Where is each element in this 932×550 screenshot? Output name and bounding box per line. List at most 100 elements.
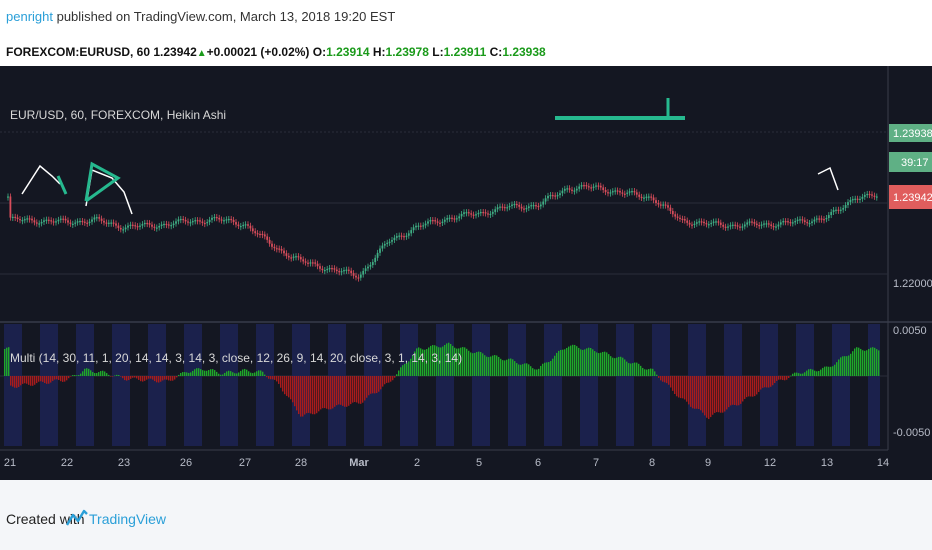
candle-body	[501, 206, 504, 208]
histogram-bar	[132, 376, 134, 378]
candle-body	[201, 221, 204, 223]
histogram-bar	[444, 344, 446, 376]
histogram-bar	[766, 376, 768, 388]
candle-body	[580, 185, 583, 187]
signal-band	[846, 324, 848, 446]
histogram-bar	[42, 376, 44, 382]
signal-band	[440, 324, 442, 446]
histogram-bar	[176, 376, 178, 378]
candle-body	[847, 202, 849, 206]
histogram-bar	[548, 362, 550, 376]
candle-body	[26, 218, 29, 220]
histogram-bar	[588, 347, 590, 376]
signal-band	[444, 324, 446, 446]
signal-band	[120, 324, 122, 446]
histogram-bar	[182, 372, 184, 376]
trendline-drawing[interactable]	[84, 161, 121, 203]
histogram-bar	[306, 376, 308, 414]
histogram-bar	[582, 349, 584, 376]
author-link[interactable]: penright	[6, 9, 53, 24]
signal-band	[408, 324, 410, 446]
candle-body	[703, 221, 705, 224]
candle-body	[799, 219, 801, 221]
candle-body	[434, 220, 437, 222]
histogram-bar	[78, 374, 80, 376]
candle-body	[379, 248, 381, 253]
signal-band	[626, 324, 628, 446]
candle-body	[650, 196, 653, 198]
chart-canvas[interactable]: EUR/USD, 60, FOREXCOM, Heikin Ashi Multi…	[0, 66, 932, 480]
signal-band	[128, 324, 130, 446]
histogram-bar	[742, 376, 744, 402]
chart-area[interactable]: EUR/USD, 60, FOREXCOM, Heikin Ashi Multi…	[0, 66, 932, 480]
histogram-bar	[574, 344, 576, 376]
histogram-bar	[782, 376, 784, 381]
candle-body	[55, 221, 57, 223]
signal-band	[488, 324, 490, 446]
candle-body	[62, 218, 65, 220]
candle-body	[568, 188, 571, 190]
candle-body	[203, 222, 206, 225]
histogram-bar	[844, 356, 846, 376]
candle-body	[419, 225, 422, 227]
candle-body	[583, 185, 585, 187]
candle-body	[470, 213, 473, 215]
histogram-bar	[90, 370, 92, 376]
candle-body	[830, 211, 833, 216]
histogram-bar	[664, 376, 666, 383]
histogram-bar	[814, 370, 816, 376]
candle-body	[251, 228, 254, 232]
tradingview-brand[interactable]: TradingView	[89, 511, 167, 527]
candle-body	[395, 236, 398, 238]
signal-band	[124, 324, 126, 446]
trendline-drawing[interactable]	[56, 175, 68, 195]
histogram-bar	[156, 376, 158, 383]
histogram-bar	[472, 353, 474, 376]
histogram-bar	[862, 350, 864, 376]
histogram-bar	[684, 376, 686, 400]
histogram-bar	[568, 346, 570, 376]
candle-body	[14, 216, 17, 219]
candle-body	[40, 221, 43, 224]
candle-body	[331, 268, 333, 270]
candle-body	[595, 185, 597, 187]
histogram-bar	[868, 348, 870, 376]
histogram-bar	[108, 374, 110, 376]
candle-body	[823, 219, 825, 221]
histogram-bar	[24, 376, 26, 384]
up-arrow-icon: ▲	[196, 48, 207, 59]
candle-body	[448, 217, 451, 219]
histogram-bar	[638, 363, 640, 376]
histogram-bar	[44, 376, 46, 384]
candle-body	[405, 235, 408, 237]
candle-body	[825, 218, 828, 220]
histogram-bar	[188, 372, 190, 376]
histogram-bar	[614, 358, 616, 376]
candle-body	[724, 226, 727, 228]
signal-band	[616, 324, 618, 446]
candle-body	[746, 222, 749, 225]
signal-band	[796, 324, 798, 446]
candle-body	[446, 218, 449, 220]
histogram-bar	[828, 366, 830, 376]
candle-body	[244, 224, 247, 226]
candle-body	[796, 219, 799, 221]
histogram-bar	[468, 350, 470, 376]
histogram-bar	[266, 376, 268, 378]
candle-body	[131, 224, 134, 226]
histogram-bar	[622, 357, 624, 376]
histogram-bar	[474, 352, 476, 376]
candle-body	[700, 221, 703, 223]
low-value: 1.23911	[443, 45, 487, 59]
histogram-bar	[546, 362, 548, 376]
candle-body	[371, 262, 374, 265]
candle-body	[304, 261, 307, 263]
candle-body	[407, 233, 410, 236]
histogram-bar	[616, 357, 618, 376]
candle-body	[76, 221, 79, 223]
candle-body	[575, 188, 578, 191]
tradingview-logo-icon[interactable]	[66, 508, 88, 528]
histogram-bar	[324, 376, 326, 409]
signal-band	[482, 324, 484, 446]
candle-body	[208, 219, 211, 223]
